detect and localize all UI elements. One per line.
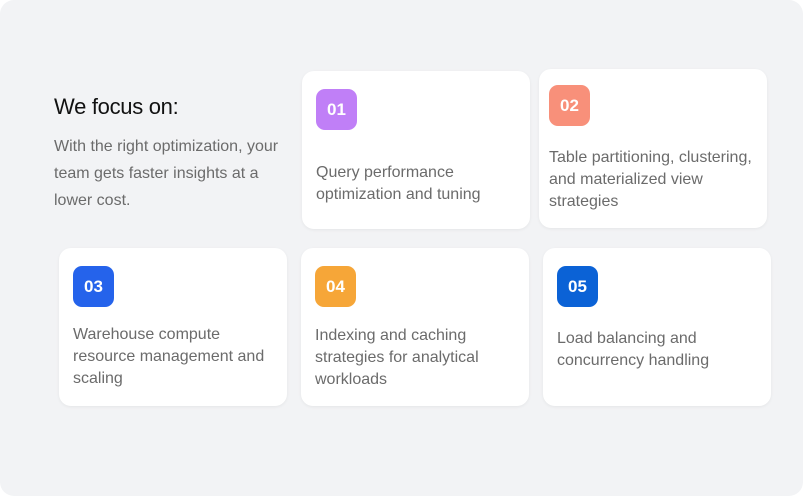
card-text: Load balancing and concurrency handling bbox=[557, 330, 710, 369]
card-text: Table partitioning, clustering, and mate… bbox=[549, 149, 752, 210]
focus-card-04: 04 Indexing and caching strategies for a… bbox=[301, 248, 529, 406]
focus-card-03: 03 Warehouse compute resource management… bbox=[59, 248, 287, 406]
number-badge: 02 bbox=[549, 85, 590, 126]
number-badge: 03 bbox=[73, 266, 114, 307]
card-text: Query performance optimization and tunin… bbox=[316, 164, 481, 203]
number-badge: 01 bbox=[316, 89, 357, 130]
focus-card-05: 05 Load balancing and concurrency handli… bbox=[543, 248, 771, 406]
card-text: Warehouse compute resource management an… bbox=[73, 326, 265, 387]
focus-card-01: 01 Query performance optimization and tu… bbox=[302, 71, 530, 229]
focus-card-02: 02 Table partitioning, clustering, and m… bbox=[539, 69, 767, 228]
section-heading: We focus on: bbox=[54, 94, 179, 119]
number-badge: 05 bbox=[557, 266, 598, 307]
number-badge: 04 bbox=[315, 266, 356, 307]
section-subtitle: With the right optimization, your team g… bbox=[54, 138, 279, 209]
card-text: Indexing and caching strategies for anal… bbox=[315, 327, 479, 388]
